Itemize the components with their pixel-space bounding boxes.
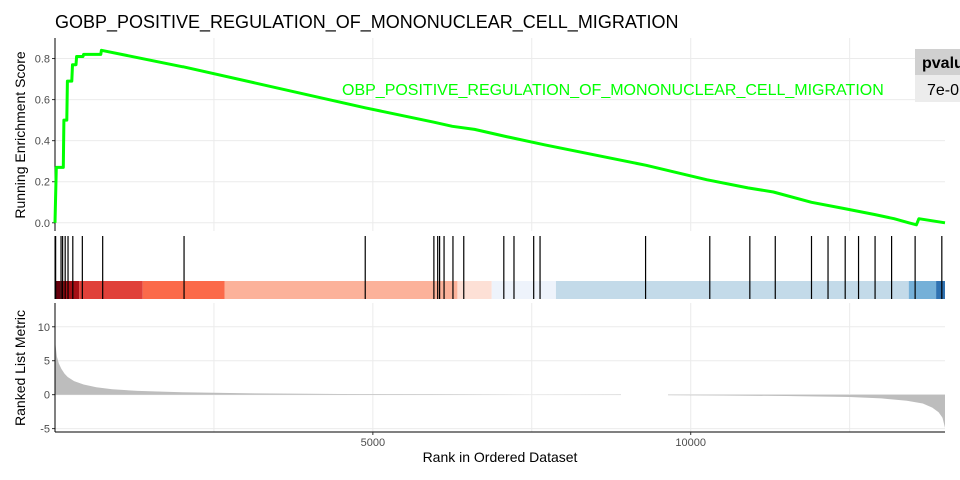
rank-bar-segment bbox=[457, 281, 492, 299]
pvalue-table-header-bg bbox=[915, 49, 960, 75]
es-y-tick-label: 0.0 bbox=[35, 218, 50, 230]
rank-bar-segment bbox=[936, 281, 945, 299]
enrichment-score-panel: 0.0 0.2 0.4 0.6 0.8 Running Enrichment Score… bbox=[12, 38, 960, 231]
pvalue-table-cell-bg bbox=[915, 75, 960, 102]
es-y-tick-label: 0.2 bbox=[35, 177, 50, 189]
rank-bar-segment bbox=[491, 281, 556, 299]
rank-bar-segment bbox=[555, 281, 909, 299]
pvalue-table-value: 7e-0 bbox=[927, 82, 959, 99]
ranked-metric-area bbox=[55, 338, 945, 428]
metric-y-tick-label: 0 bbox=[44, 390, 50, 402]
es-y-axis-ticks: 0.0 0.2 0.4 0.6 0.8 bbox=[35, 54, 55, 230]
gene-set-annotation: OBP_POSITIVE_REGULATION_OF_MONONUCLEAR_C… bbox=[342, 82, 884, 99]
metric-gap bbox=[621, 393, 668, 397]
es-y-axis-title: Running Enrichment Score bbox=[12, 51, 28, 219]
x-axis-title: Rank in Ordered Dataset bbox=[423, 449, 578, 465]
gene-hit-marks bbox=[55, 236, 943, 299]
x-tick-label: 5000 bbox=[361, 437, 385, 449]
pvalue-table-header: pvalu bbox=[922, 55, 960, 72]
rank-bar-segment bbox=[55, 281, 61, 299]
rank-bar-segment bbox=[79, 281, 143, 299]
metric-y-tick-label: 5 bbox=[44, 356, 50, 368]
metric-y-axis-title: Ranked List Metric bbox=[12, 310, 28, 426]
metric-y-tick-label: 10 bbox=[38, 322, 50, 334]
es-gridlines bbox=[55, 38, 945, 231]
rank-bar-segment bbox=[908, 281, 937, 299]
chart-title: GOBP_POSITIVE_REGULATION_OF_MONONUCLEAR_… bbox=[55, 12, 678, 33]
gene-hits-panel bbox=[54, 236, 945, 299]
metric-y-axis-ticks: -5 0 5 10 bbox=[38, 322, 55, 436]
es-running-score-line bbox=[53, 48, 946, 227]
es-y-tick-label: 0.6 bbox=[35, 95, 50, 107]
es-y-tick-label: 0.8 bbox=[35, 54, 50, 66]
pvalue-table: pvalu 7e-0 bbox=[915, 49, 960, 102]
x-tick-label: 10000 bbox=[675, 437, 706, 449]
x-axis-ticks: 5000 10000 bbox=[361, 432, 706, 449]
metric-y-tick-label: -5 bbox=[40, 424, 50, 436]
metric-gridlines bbox=[55, 303, 945, 432]
rank-bar-segment bbox=[224, 281, 458, 299]
es-y-tick-label: 0.4 bbox=[35, 136, 50, 148]
ranked-metric-panel: -5 0 5 10 5000 10000 Ranked List Metric Rank… bbox=[12, 303, 945, 465]
